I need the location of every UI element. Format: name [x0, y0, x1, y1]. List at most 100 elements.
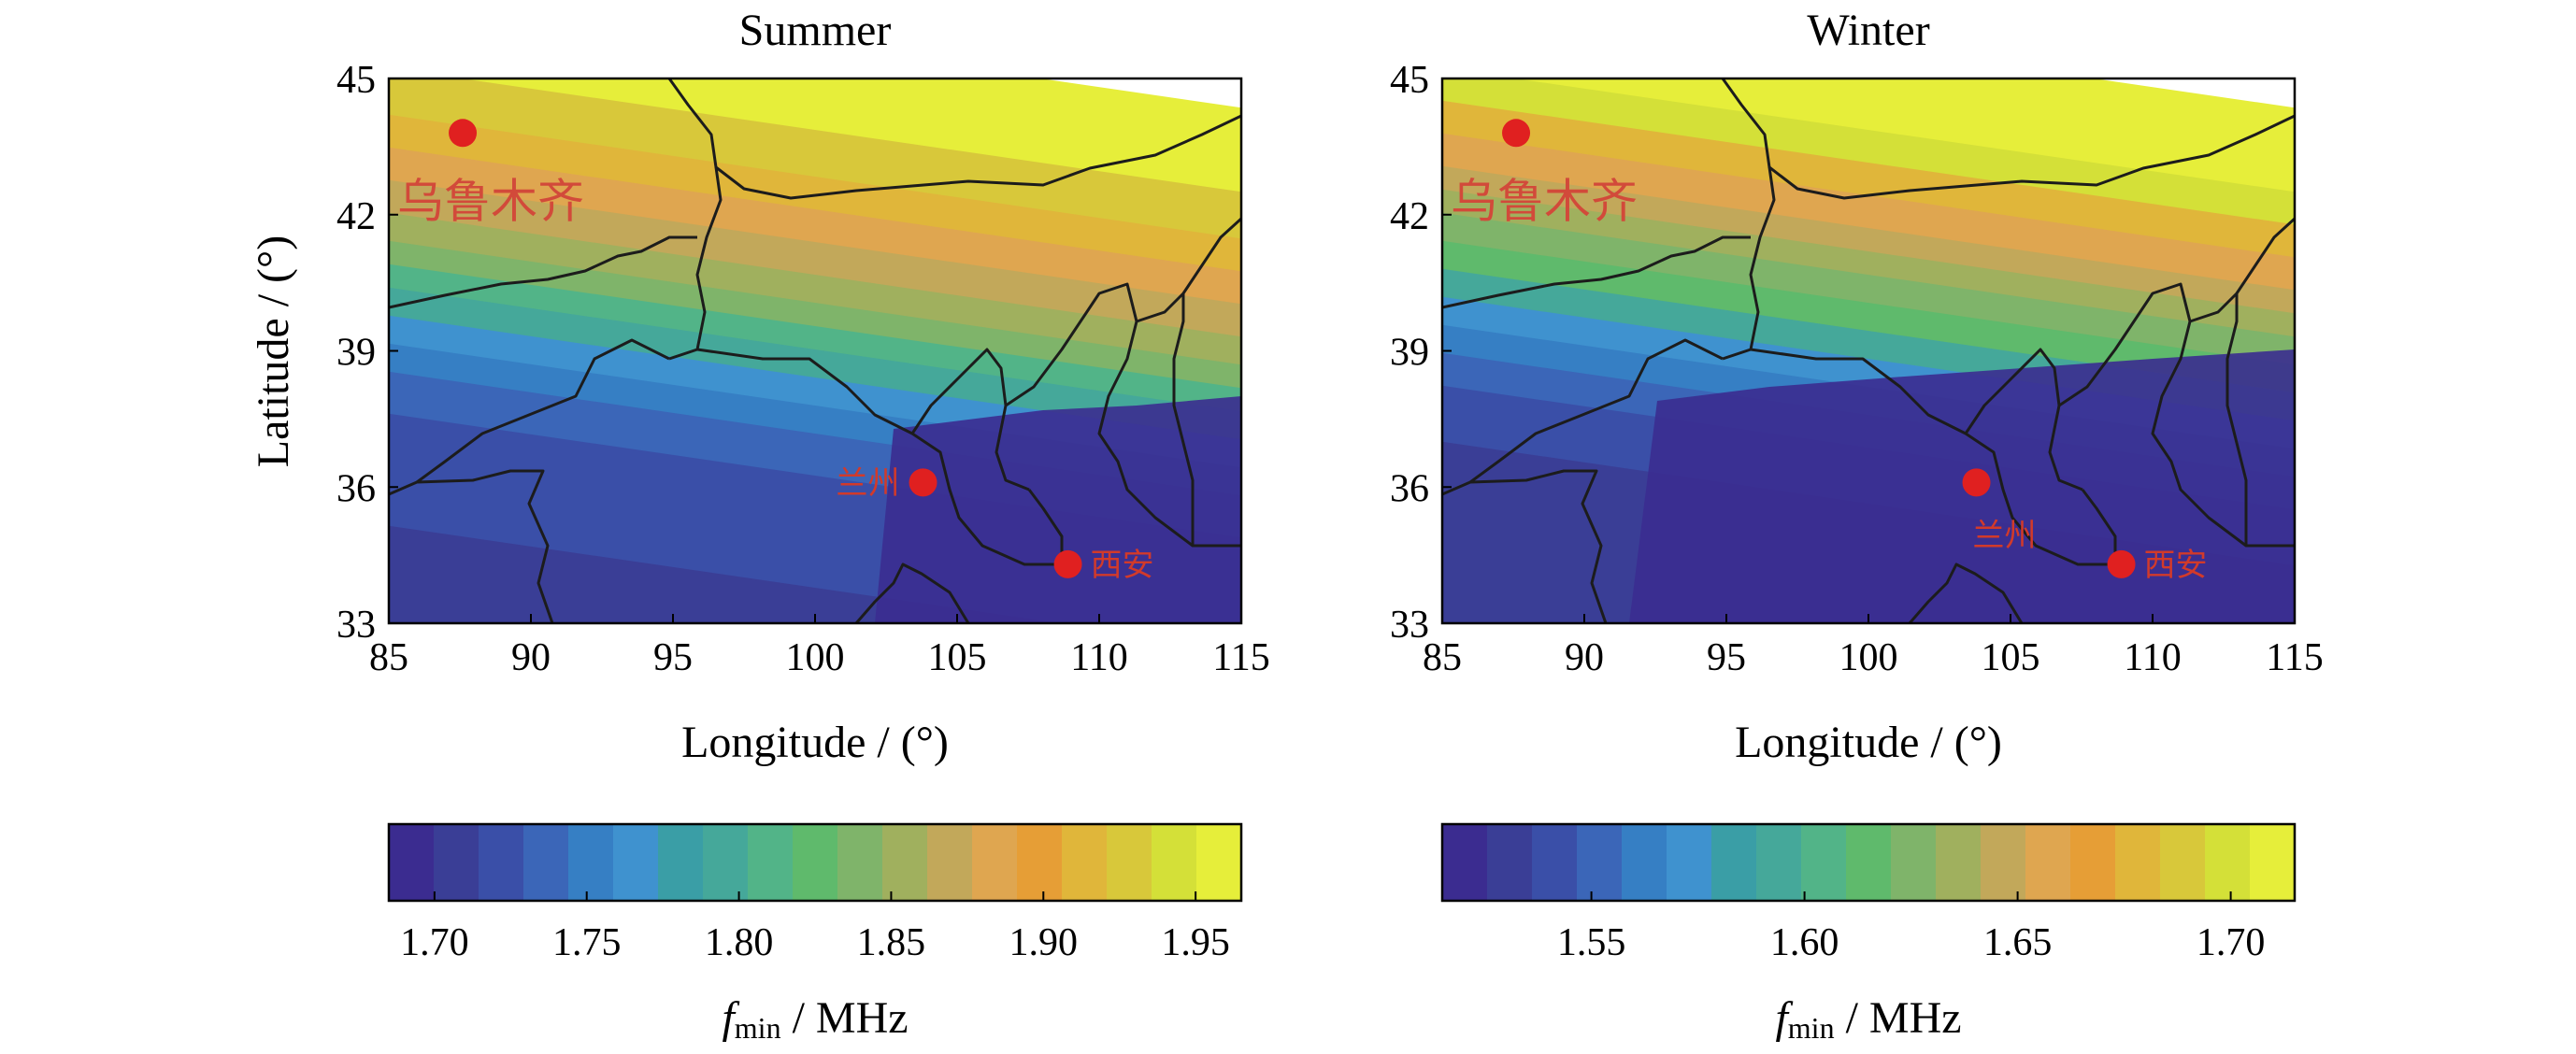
winter-colorbar: 1.55 1.60 1.65 1.70 — [1440, 822, 2297, 964]
summer-colorbar-segment — [1017, 824, 1063, 901]
summer-colorbar-segment — [568, 824, 614, 901]
winter-x-tick-label: 85 — [1423, 636, 1462, 679]
winter-colorbar-segment — [2250, 824, 2296, 901]
summer-y-tick-label: 42 — [336, 195, 376, 238]
summer-x-tick-label: 100 — [786, 636, 845, 679]
winter-x-tick-label: 115 — [2266, 636, 2323, 679]
winter-colorbar-segment — [2205, 824, 2251, 901]
winter-border-xinjiang-south — [1442, 235, 1751, 309]
summer-colorbar-tick-label: 1.80 — [705, 921, 774, 964]
summer-city-marker — [909, 468, 937, 497]
winter-border-north — [1721, 78, 2295, 200]
winter-y-tick-label: 33 — [1390, 604, 1429, 647]
winter-colorbar-segment — [2160, 824, 2206, 901]
winter-colorbar-segment — [1981, 824, 2026, 901]
summer-x-tick-label: 85 — [369, 636, 408, 679]
winter-colorbar-segment — [2115, 824, 2161, 901]
summer-colorbar-label: fmin / MHz — [722, 993, 908, 1045]
summer-borders — [389, 78, 1241, 623]
winter-colorbar-segment — [1891, 824, 1937, 901]
winter-colorbar-segment — [1622, 824, 1667, 901]
summer-colorbar-segment — [1196, 824, 1242, 901]
summer-colorbar-frame — [387, 822, 1243, 903]
winter-border-gansu — [1750, 348, 2115, 566]
summer-border-north — [667, 78, 1241, 200]
winter-colorbar-tick-label: 1.60 — [1770, 921, 1839, 964]
winter-border-shaanxi — [2058, 282, 2295, 548]
summer-border-misc — [1027, 489, 1064, 564]
winter-y-tick-label: 36 — [1390, 467, 1429, 510]
winter-colorbar-segment — [1487, 824, 1533, 901]
summer-city-label: 西安 — [1091, 547, 1154, 584]
winter-colorbar-segment — [1667, 824, 1712, 901]
winter-colorbar-segment — [1756, 824, 1802, 901]
summer-colorbar-tick-label: 1.95 — [1161, 921, 1230, 964]
winter-colorbar-segment — [2070, 824, 2116, 901]
winter-border-hebei — [2235, 217, 2295, 294]
summer-city-marker — [449, 119, 478, 148]
summer-colorbar-segment — [972, 824, 1018, 901]
winter-border-qinghai — [1469, 338, 1724, 484]
winter-city-label: 西安 — [2144, 547, 2208, 584]
summer-field — [389, 78, 1241, 623]
winter-colorbar-segment — [1577, 824, 1623, 901]
winter-title: Winter — [1807, 6, 1929, 55]
summer-y-tick-label: 36 — [336, 467, 376, 510]
winter-axes-ticks: 85 90 95 100 105 110 115 33 36 39 42 45 — [1390, 59, 2324, 679]
summer-colorbar-tick-label: 1.75 — [552, 921, 622, 964]
summer-border-ningxia — [910, 348, 1030, 491]
summer-y-tick-label: 33 — [336, 604, 376, 647]
winter-border-ningxia — [1964, 348, 2083, 491]
winter-field — [1442, 78, 2295, 623]
winter-city-marker — [1962, 468, 1991, 497]
winter-x-tick-label: 110 — [2124, 636, 2181, 679]
winter-colorbar-segment — [2025, 824, 2071, 901]
winter-x-tick-label: 95 — [1707, 636, 1746, 679]
summer-colorbar-segment — [703, 824, 749, 901]
summer-colorbar-segment — [613, 824, 659, 901]
summer-x-tick-label: 105 — [928, 636, 987, 679]
summer-border-xinjiang-south — [389, 235, 697, 309]
winter-border-shanxi — [2189, 292, 2248, 546]
summer-x-axis-label: Longitude / (°) — [681, 718, 949, 767]
winter-colorbar-segment — [1442, 824, 1488, 901]
winter-x-tick-label: 100 — [1839, 636, 1898, 679]
summer-colorbar-segment — [479, 824, 524, 901]
winter-border-misc — [2081, 489, 2117, 564]
summer-city-label: 乌鲁木齐 — [397, 174, 584, 228]
summer-x-tick-label: 115 — [1212, 636, 1269, 679]
summer-colorbar-segment — [523, 824, 569, 901]
summer-x-tick-label: 95 — [653, 636, 693, 679]
summer-colorbar-segment — [793, 824, 838, 901]
summer-y-tick-label: 39 — [336, 332, 376, 375]
summer-y-tick-label: 45 — [336, 59, 376, 102]
winter-y-tick-label: 39 — [1390, 332, 1429, 375]
winter-y-tick-label: 45 — [1390, 59, 1429, 102]
winter-colorbar-tick-label: 1.55 — [1557, 921, 1626, 964]
winter-x-axis-label: Longitude / (°) — [1735, 718, 2002, 767]
summer-x-tick-label: 110 — [1070, 636, 1127, 679]
winter-border-tibet — [1442, 469, 1608, 623]
winter-colorbar-segment — [1711, 824, 1757, 901]
summer-colorbar-segment — [748, 824, 794, 901]
summer-city-marker — [1053, 549, 1082, 578]
summer-colorbar-tick-label: 1.90 — [1009, 921, 1079, 964]
summer-axes-ticks: 85 90 95 100 105 110 115 33 36 39 42 45 — [336, 59, 1270, 679]
winter-borders — [1442, 78, 2295, 623]
winter-colorbar-tick-label: 1.70 — [2197, 921, 2266, 964]
summer-colorbar-tick-label: 1.85 — [857, 921, 926, 964]
winter-city-marker — [2107, 549, 2136, 578]
winter-city-label: 兰州 — [1973, 517, 2037, 554]
winter-x-tick-label: 90 — [1565, 636, 1604, 679]
winter-border-sichuan — [1908, 563, 2024, 623]
winter-colorbar-segment — [1936, 824, 1982, 901]
summer-border-shaanxi — [1005, 282, 1241, 548]
winter-colorbar-tick-label: 1.65 — [1983, 921, 2053, 964]
summer-colorbar-tick-label: 1.70 — [400, 921, 469, 964]
summer-border-sichuan — [854, 563, 970, 623]
summer-x-tick-label: 90 — [511, 636, 551, 679]
winter-y-tick-label: 42 — [1390, 195, 1429, 238]
summer-colorbar-segment — [434, 824, 479, 901]
